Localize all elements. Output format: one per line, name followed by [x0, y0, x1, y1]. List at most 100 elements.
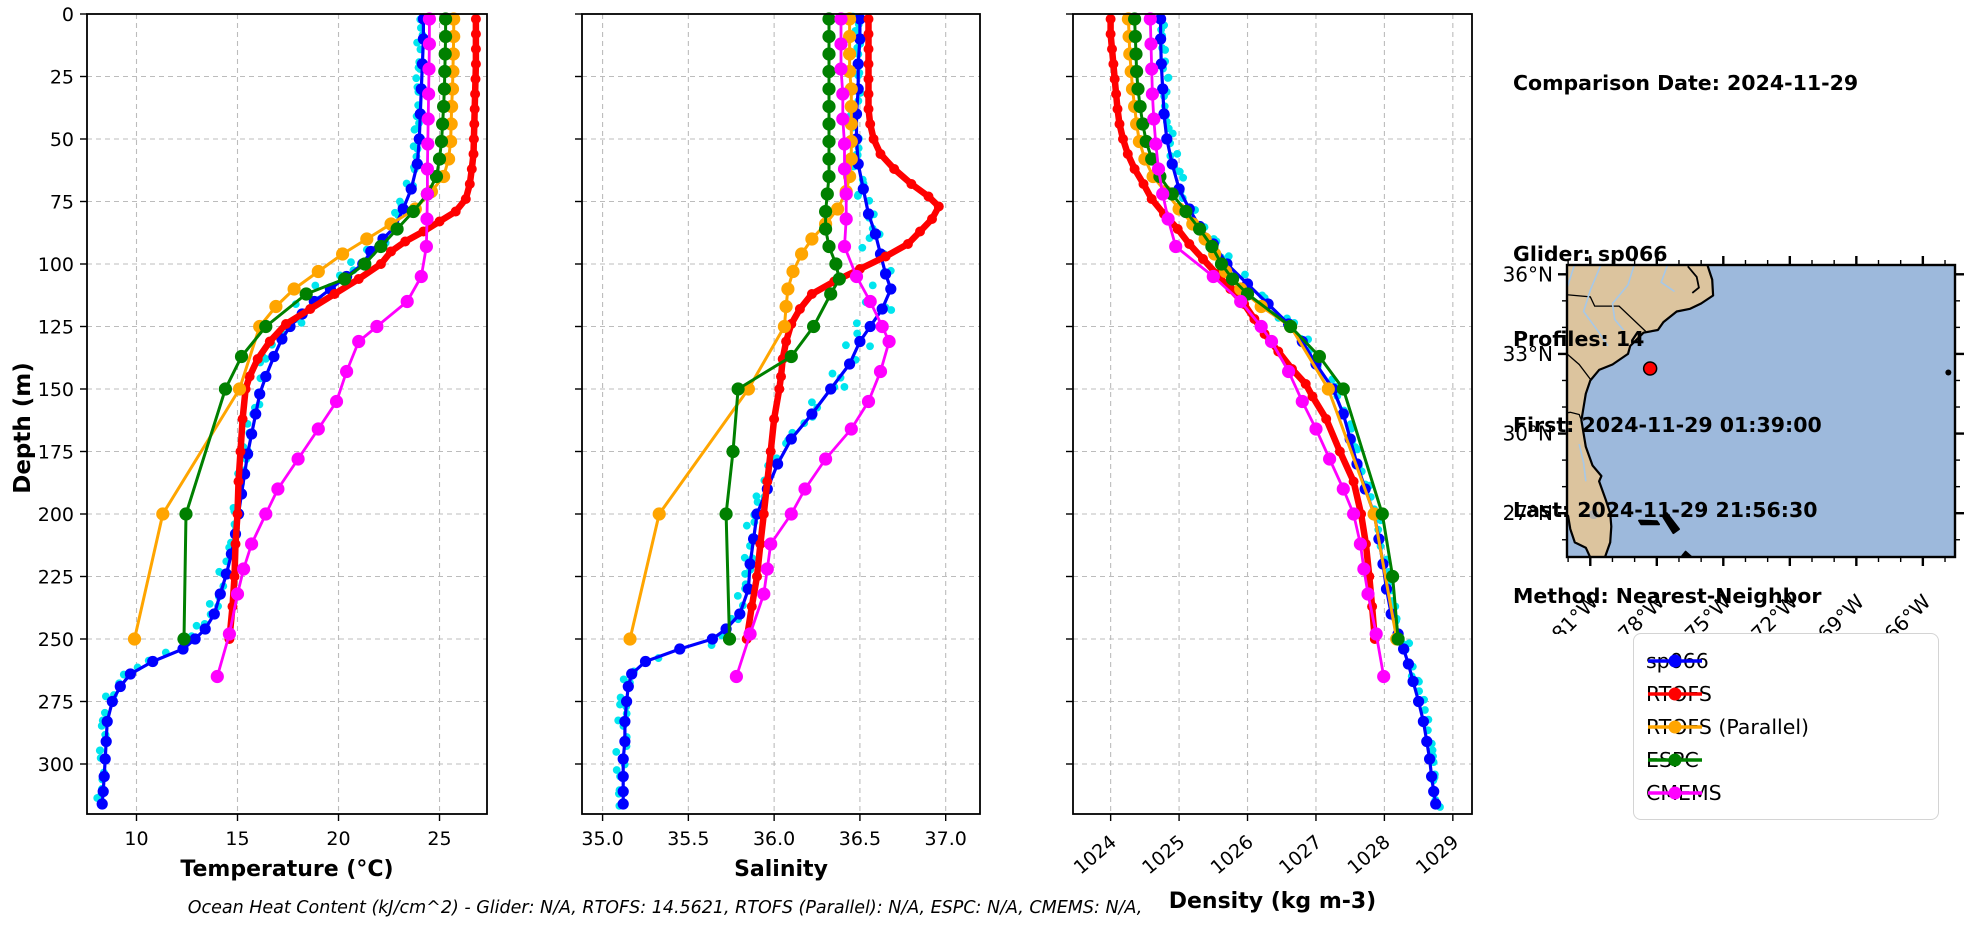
- series-rtofs-parallel-: [623, 12, 858, 646]
- svg-text:27°N: 27°N: [1503, 501, 1553, 525]
- svg-text:36.0: 36.0: [753, 828, 795, 850]
- bahamas-island: [1638, 519, 1660, 526]
- svg-text:1028: 1028: [1343, 831, 1394, 879]
- raw-obs-scatter: [1157, 21, 1444, 811]
- profiles-count-text: Profiles: 14: [1513, 327, 1645, 351]
- svg-text:0: 0: [62, 4, 74, 26]
- last-profile-time-text: Last: 2024-11-29 21:56:30: [1513, 498, 1818, 522]
- river-line: [1582, 265, 1609, 347]
- glider-position-marker: [1642, 361, 1658, 376]
- pamlico-sound-line: [1687, 265, 1700, 294]
- legend-line-marker-swatch: [1648, 654, 1702, 667]
- svg-text:25: 25: [50, 67, 74, 89]
- lake-okeechobee: [1588, 510, 1599, 520]
- legend-line-marker-swatch: [1648, 720, 1702, 733]
- info-panel: Comparison Date: 2024-11-29 Glider: sp06…: [1513, 12, 1858, 667]
- svg-text:36.5: 36.5: [839, 828, 881, 850]
- bahamas-island: [1662, 512, 1680, 535]
- map-frame: [1565, 263, 1957, 559]
- axis-ticks: [575, 13, 947, 821]
- svg-text:275: 275: [38, 692, 74, 714]
- legend-line-marker-swatch: [1648, 753, 1702, 766]
- svg-text:125: 125: [38, 317, 74, 339]
- svg-text:225: 225: [38, 567, 74, 589]
- legend-line-marker-swatch: [1648, 786, 1702, 799]
- gridlines: [87, 13, 487, 814]
- temperature-profile-chart: 10 15 20 2502550751001251501752002252502753…: [10, 4, 488, 882]
- comparison-date-text: Comparison Date: 2024-11-29: [1513, 71, 1859, 95]
- method-text: Method: Nearest-Neighbor: [1513, 583, 1822, 608]
- legend-entry-cmems: CMEMS: [1646, 776, 1924, 809]
- ocean-heat-content-caption: Ocean Heat Content (kJ/cm^2) - Glider: N…: [187, 898, 1143, 918]
- legend-entry-rtofs: RTOFS: [1646, 677, 1924, 710]
- svg-text:75: 75: [50, 192, 74, 214]
- svg-text:66°W: 66°W: [1879, 589, 1935, 634]
- svg-text:1029: 1029: [1412, 831, 1463, 879]
- svg-text:150: 150: [38, 379, 74, 401]
- svg-text:33°N: 33°N: [1503, 342, 1553, 366]
- info-spacer: [1513, 155, 1858, 183]
- series-cmems: [729, 12, 896, 684]
- map-ticks: [1558, 256, 1964, 566]
- series-sp066: [96, 13, 429, 810]
- svg-text:175: 175: [38, 442, 74, 464]
- legend-line-marker-swatch: [1648, 687, 1702, 700]
- river-line: [1611, 265, 1636, 331]
- svg-text:250: 250: [38, 629, 74, 651]
- series-espc: [719, 12, 846, 646]
- river-line: [1578, 444, 1587, 482]
- series-sp066: [617, 13, 897, 810]
- svg-text:1025: 1025: [1138, 831, 1189, 879]
- legend: sp066RTOFSRTOFS (Parallel)ESPCCMEMS: [1633, 633, 1939, 820]
- svg-text:30°N: 30°N: [1503, 422, 1553, 446]
- location-map: 36°N33°N30°N27°N81°W 78°W 75°W 72°W 69°W 66°W: [1503, 256, 1964, 634]
- legend-entry-rtofs-parallel-: RTOFS (Parallel): [1646, 710, 1924, 743]
- gridlines: [582, 13, 980, 814]
- map-area: [1567, 265, 1955, 557]
- bahamas-island: [1681, 550, 1694, 557]
- svg-text:20: 20: [326, 828, 350, 850]
- series-rtofs: [741, 14, 944, 644]
- state-border: [1567, 352, 1591, 380]
- svg-text:300: 300: [38, 754, 74, 776]
- series-espc: [1128, 12, 1405, 646]
- series-espc: [177, 12, 453, 646]
- svg-text:200: 200: [38, 504, 74, 526]
- series-rtofs: [1105, 14, 1380, 644]
- first-profile-time-text: First: 2024-11-29 01:39:00: [1513, 412, 1822, 437]
- salinity-plot: 35.0 35.5 36.0 36.5 37.0 Salinity: [575, 12, 981, 882]
- bermuda-island: [1945, 369, 1952, 376]
- density-plot: 1024 1025 1026 1027 1028 1029 Density (kg m-3): [1066, 12, 1473, 914]
- svg-text:50: 50: [50, 129, 74, 151]
- state-border: [1567, 294, 1647, 332]
- tick-labels: 35.0 35.5 36.0 36.5 37.0: [581, 828, 966, 850]
- svg-text:10: 10: [124, 828, 148, 850]
- legend-entry-sp066: sp066: [1646, 644, 1924, 677]
- series-rtofs: [224, 14, 481, 644]
- series-cmems: [1143, 12, 1391, 684]
- river-line: [1660, 265, 1675, 293]
- svg-text:37.0: 37.0: [925, 828, 967, 850]
- depth-axis-label: Depth (m): [10, 362, 36, 494]
- density-profile-chart: 1024 1025 1026 1027 1028 1029 Density (kg m-3): [1066, 12, 1473, 914]
- tick-labels: 1024 1025 1026 1027 1028 1029: [1070, 831, 1463, 879]
- svg-text:35.0: 35.0: [581, 828, 623, 850]
- density-axis-label: Density (kg m-3): [1169, 889, 1377, 914]
- gridlines: [1073, 13, 1472, 814]
- svg-text:1026: 1026: [1207, 831, 1258, 879]
- tick-labels: 10 15 20 2502550751001251501752002252502753…: [38, 4, 452, 850]
- svg-text:1027: 1027: [1275, 831, 1326, 879]
- salinity-axis-label: Salinity: [734, 857, 828, 882]
- svg-text:15: 15: [225, 828, 249, 850]
- salinity-profile-chart: 35.0 35.5 36.0 36.5 37.0 Salinity: [575, 12, 981, 882]
- state-border: [1567, 411, 1583, 421]
- series-cmems: [210, 12, 436, 684]
- temperature-axis-label: Temperature (°C): [180, 857, 393, 882]
- axis-ticks: [80, 13, 441, 821]
- legend-entry-espc: ESPC: [1646, 743, 1924, 776]
- temperature-plot: 10 15 20 2502550751001251501752002252502753…: [10, 4, 488, 882]
- axis-ticks: [1066, 13, 1454, 821]
- svg-text:1024: 1024: [1070, 831, 1121, 879]
- svg-text:100: 100: [38, 254, 74, 276]
